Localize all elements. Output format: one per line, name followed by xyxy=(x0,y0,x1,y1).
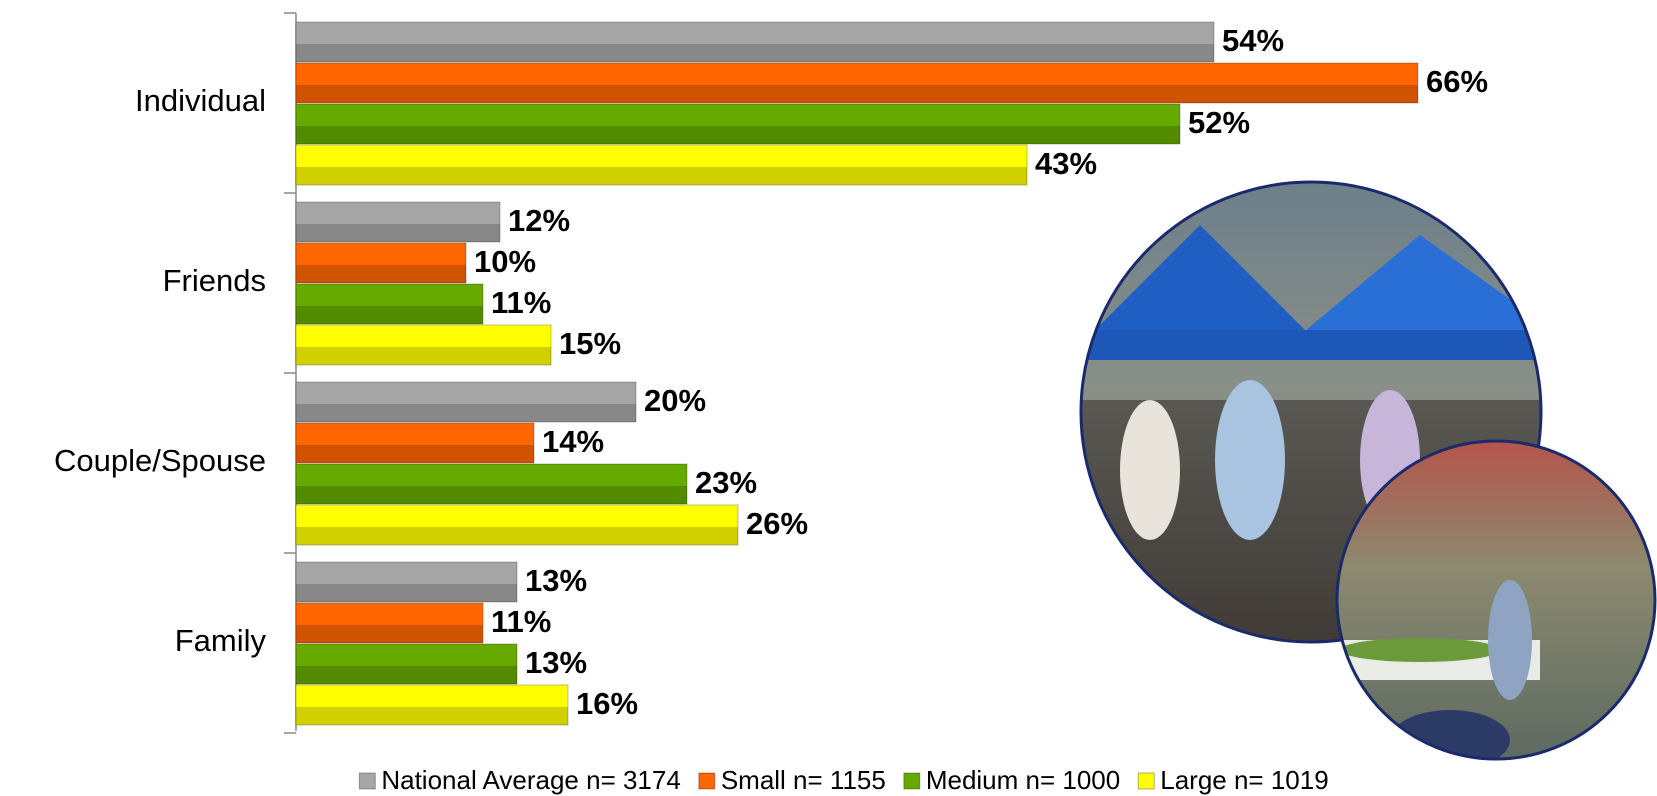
category-label: Couple/Spouse xyxy=(54,443,266,478)
bar xyxy=(295,504,739,546)
value-label: 13% xyxy=(525,645,587,680)
bar-shade xyxy=(296,625,483,643)
bar-shade xyxy=(296,167,1027,185)
bar xyxy=(295,463,688,505)
value-label: 23% xyxy=(695,465,757,500)
bar-shade xyxy=(296,527,738,545)
bar xyxy=(295,561,518,603)
bar xyxy=(295,103,1181,145)
bar xyxy=(295,21,1215,63)
bar xyxy=(295,201,501,243)
bar xyxy=(295,242,467,284)
bar-shade xyxy=(296,85,1418,103)
value-label: 14% xyxy=(542,424,604,459)
bar xyxy=(295,62,1419,104)
bar-shade xyxy=(296,265,466,283)
value-label: 16% xyxy=(576,686,638,721)
legend-swatch xyxy=(1137,772,1155,790)
value-label: 26% xyxy=(746,506,808,541)
bar-shade xyxy=(296,445,534,463)
value-label: 13% xyxy=(525,563,587,598)
legend-label: Large n= 1019 xyxy=(1160,765,1328,795)
legend-swatch xyxy=(698,772,716,790)
bar-shade xyxy=(296,224,500,242)
legend-label: Medium n= 1000 xyxy=(926,765,1120,795)
bar-shade xyxy=(296,44,1214,62)
bar-shade xyxy=(296,404,636,422)
legend-label: National Average n= 3174 xyxy=(381,765,680,795)
category-label: Friends xyxy=(163,263,266,298)
legend-swatch xyxy=(903,772,921,790)
value-label: 43% xyxy=(1035,146,1097,181)
bar-shade xyxy=(296,584,517,602)
bar xyxy=(295,324,552,366)
bar xyxy=(295,422,535,464)
bar xyxy=(295,602,484,644)
bar-shade xyxy=(296,707,568,725)
legend-label: Small n= 1155 xyxy=(721,765,886,795)
photo-market-tents xyxy=(1079,180,1543,644)
value-label: 54% xyxy=(1222,23,1284,58)
value-label: 11% xyxy=(491,285,551,320)
legend-swatch xyxy=(358,772,376,790)
bar xyxy=(295,283,484,325)
bar xyxy=(295,643,518,685)
value-label: 66% xyxy=(1426,64,1488,99)
category-label: Family xyxy=(175,623,267,658)
bar-shade xyxy=(296,666,517,684)
bar-shade xyxy=(296,347,551,365)
value-label: 12% xyxy=(508,203,570,238)
bar xyxy=(295,144,1028,186)
value-label: 52% xyxy=(1188,105,1250,140)
bar-shade xyxy=(296,306,483,324)
bar-shade xyxy=(296,486,687,504)
category-label: Individual xyxy=(135,83,266,118)
bar xyxy=(295,684,569,726)
photo-produce-market xyxy=(1335,439,1657,761)
value-label: 11% xyxy=(491,604,551,639)
value-label: 20% xyxy=(644,383,706,418)
value-label: 10% xyxy=(474,244,536,279)
value-label: 15% xyxy=(559,326,621,361)
bar-shade xyxy=(296,126,1180,144)
bar xyxy=(295,381,637,423)
